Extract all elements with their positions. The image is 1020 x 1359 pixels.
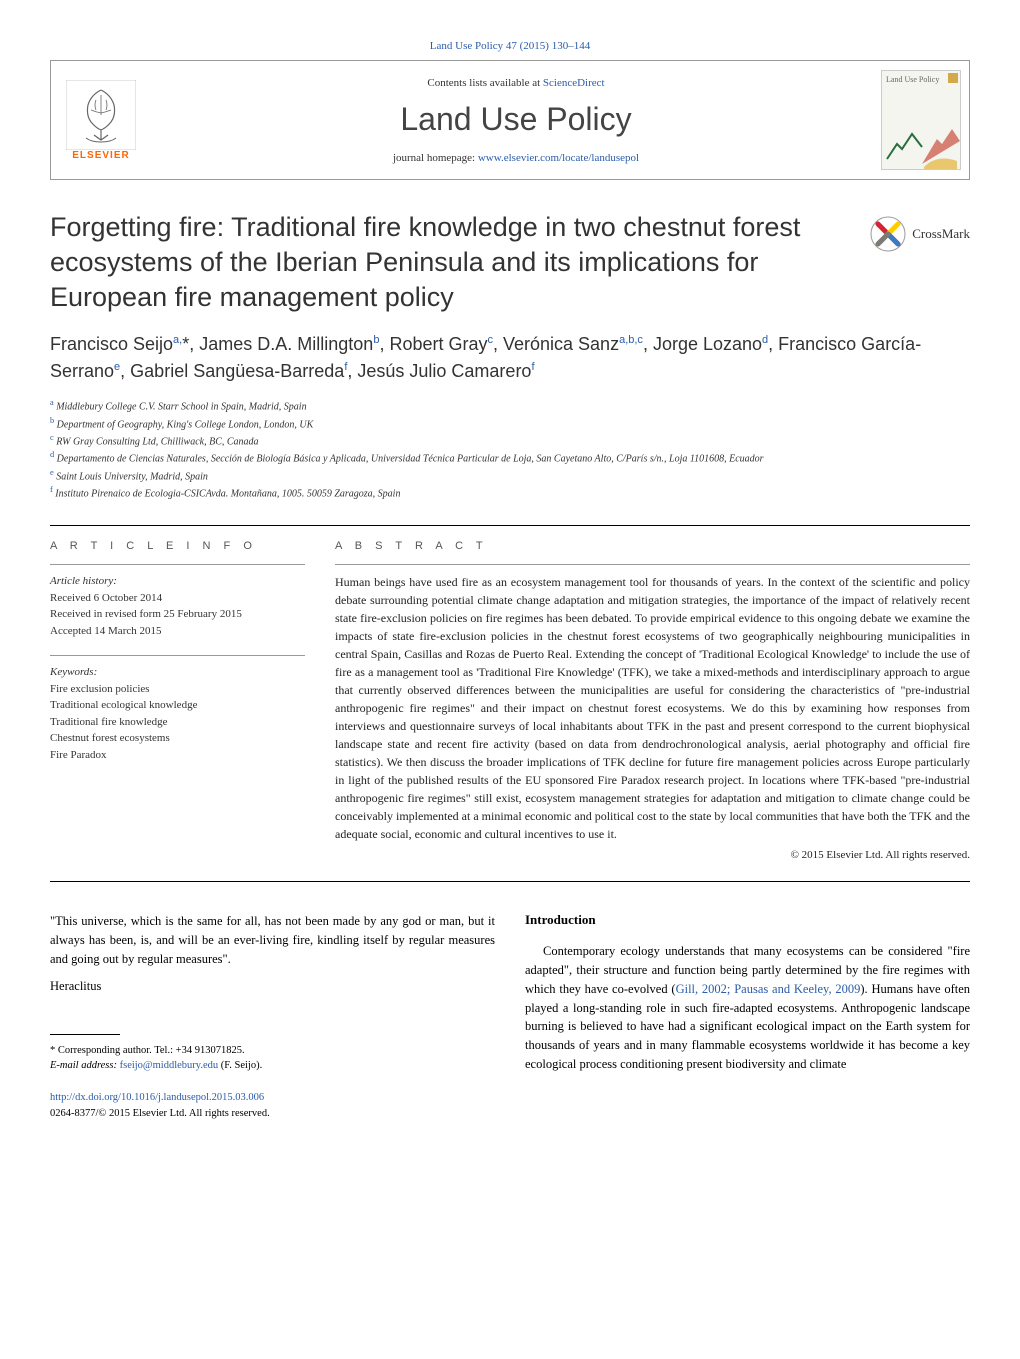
doi-link[interactable]: http://dx.doi.org/10.1016/j.landusepol.2… (50, 1092, 264, 1103)
history-label: Article history: (50, 573, 305, 590)
homepage-link[interactable]: www.elsevier.com/locate/landusepol (478, 152, 639, 164)
accepted-date: Accepted 14 March 2015 (50, 623, 305, 640)
divider-heavy (50, 881, 970, 882)
authors-list: Francisco Seijoa,*, James D.A. Millingto… (50, 331, 970, 385)
epigraph-quote: "This universe, which is the same for al… (50, 912, 495, 968)
contents-prefix: Contents lists available at (427, 77, 542, 89)
intro-heading: Introduction (525, 912, 970, 928)
keyword-item: Fire exclusion policies (50, 681, 305, 698)
affiliation-line: b Department of Geography, King's Colleg… (50, 415, 970, 432)
received-date: Received 6 October 2014 (50, 590, 305, 607)
homepage-line: journal homepage: www.elsevier.com/locat… (161, 152, 871, 164)
affiliation-line: d Departamento de Ciencias Naturales, Se… (50, 449, 970, 466)
cover-badge (948, 73, 958, 83)
corresponding-email-link[interactable]: fseijo@middlebury.edu (120, 1060, 219, 1071)
intro-citation-link[interactable]: Gill, 2002; Pausas and Keeley, 2009 (676, 982, 861, 996)
quote-column: "This universe, which is the same for al… (50, 912, 495, 1121)
corresponding-email-line: E-mail address: fseijo@middlebury.edu (F… (50, 1058, 495, 1074)
cover-graphic-icon (882, 119, 962, 169)
sciencedirect-link[interactable]: ScienceDirect (543, 77, 605, 89)
copyright-line: © 2015 Elsevier Ltd. All rights reserved… (335, 849, 970, 861)
affiliation-line: e Saint Louis University, Madrid, Spain (50, 467, 970, 484)
article-info-column: A R T I C L E I N F O Article history: R… (50, 540, 305, 861)
crossmark-badge[interactable]: CrossMark (870, 216, 970, 252)
abstract-text: Human beings have used fire as an ecosys… (335, 573, 970, 843)
header-box: ELSEVIER Contents lists available at Sci… (50, 60, 970, 180)
abstract-label: A B S T R A C T (335, 540, 970, 552)
email-suffix: (F. Seijo). (218, 1060, 262, 1071)
keyword-item: Chestnut forest ecosystems (50, 730, 305, 747)
revised-date: Received in revised form 25 February 201… (50, 606, 305, 623)
affiliation-line: c RW Gray Consulting Ltd, Chilliwack, BC… (50, 432, 970, 449)
corresponding-author: * Corresponding author. Tel.: +34 913071… (50, 1043, 495, 1075)
header-center: Contents lists available at ScienceDirec… (151, 67, 881, 174)
doi-block: http://dx.doi.org/10.1016/j.landusepol.2… (50, 1090, 495, 1122)
crossmark-label: CrossMark (912, 226, 970, 242)
keywords-list: Fire exclusion policiesTraditional ecolo… (50, 681, 305, 764)
bottom-columns: "This universe, which is the same for al… (50, 912, 970, 1121)
affiliations-list: a Middlebury College C.V. Starr School i… (50, 397, 970, 501)
affiliation-line: f Instituto Pirenaico de Ecologia-CSICAv… (50, 484, 970, 501)
email-prefix: E-mail address: (50, 1060, 120, 1071)
journal-name-heading: Land Use Policy (161, 101, 871, 138)
issn-line: 0264-8377/© 2015 Elsevier Ltd. All right… (50, 1106, 495, 1122)
abstract-column: A B S T R A C T Human beings have used f… (335, 540, 970, 861)
divider-short (50, 655, 305, 656)
keyword-item: Fire Paradox (50, 747, 305, 764)
keyword-item: Traditional ecological knowledge (50, 697, 305, 714)
keyword-item: Traditional fire knowledge (50, 714, 305, 731)
divider (50, 525, 970, 526)
contents-line: Contents lists available at ScienceDirec… (161, 77, 871, 89)
info-abstract-row: A R T I C L E I N F O Article history: R… (50, 540, 970, 861)
title-row: Forgetting fire: Traditional fire knowle… (50, 210, 970, 315)
top-citation: Land Use Policy 47 (2015) 130–144 (50, 40, 970, 52)
epigraph-author: Heraclitus (50, 979, 495, 994)
elsevier-tree-icon (66, 80, 136, 150)
article-title: Forgetting fire: Traditional fire knowle… (50, 210, 850, 315)
crossmark-icon (870, 216, 906, 252)
keywords-block: Keywords: Fire exclusion policiesTraditi… (50, 664, 305, 763)
article-info-label: A R T I C L E I N F O (50, 540, 305, 552)
divider-short (50, 564, 305, 565)
corresponding-tel: * Corresponding author. Tel.: +34 913071… (50, 1043, 495, 1059)
elsevier-text: ELSEVIER (72, 150, 129, 161)
footnote-divider (50, 1034, 120, 1035)
homepage-prefix: journal homepage: (393, 152, 478, 164)
journal-cover-thumbnail: Land Use Policy (881, 70, 961, 170)
intro-column: Introduction Contemporary ecology unders… (525, 912, 970, 1121)
divider-short (335, 564, 970, 565)
keywords-label: Keywords: (50, 664, 305, 681)
article-history: Article history: Received 6 October 2014… (50, 573, 305, 639)
elsevier-logo: ELSEVIER (51, 72, 151, 169)
affiliation-line: a Middlebury College C.V. Starr School i… (50, 397, 970, 414)
intro-paragraph: Contemporary ecology understands that ma… (525, 942, 970, 1073)
